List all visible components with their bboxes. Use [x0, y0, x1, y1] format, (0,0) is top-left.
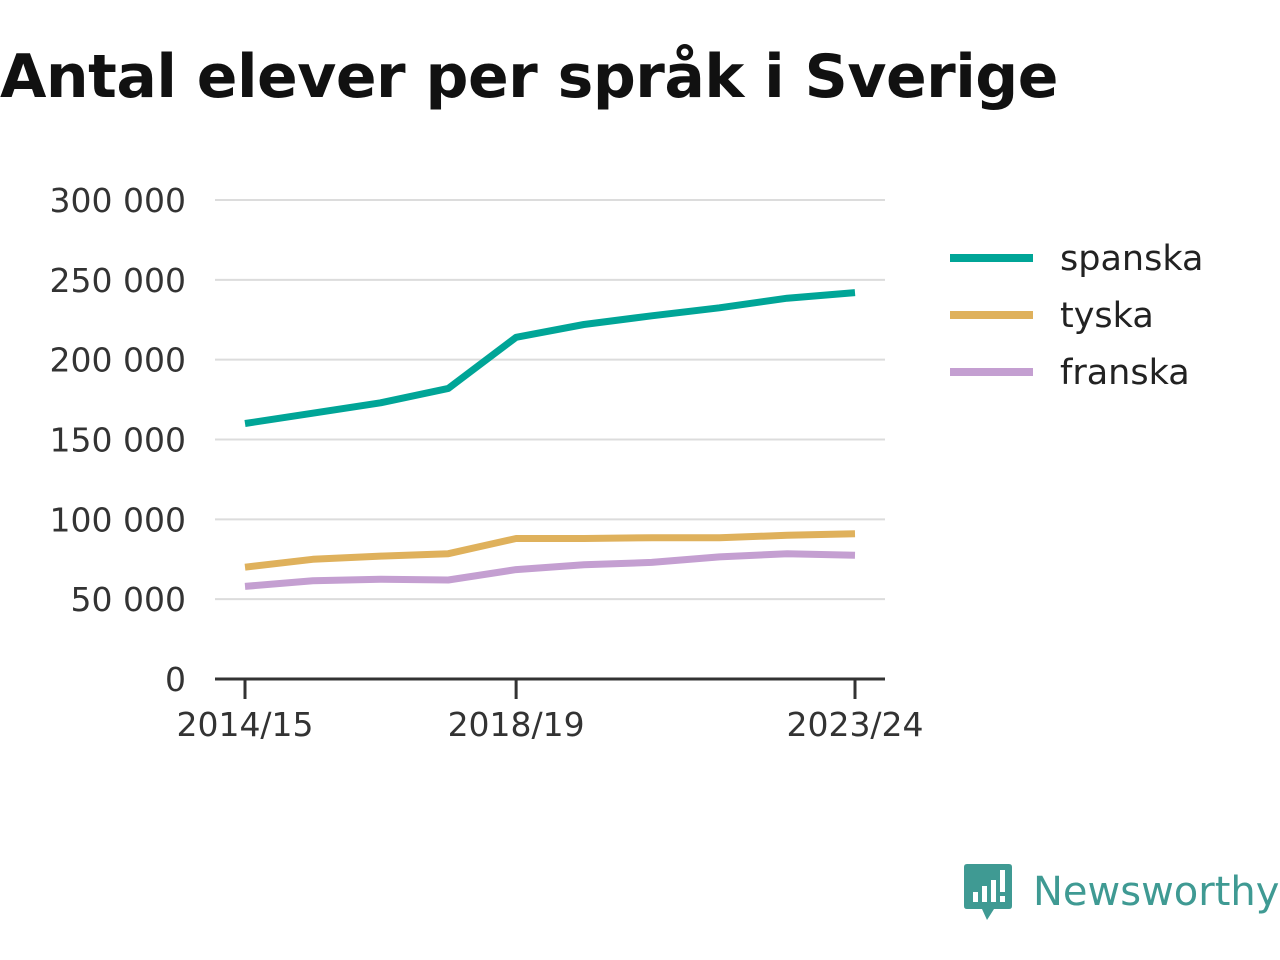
newsworthy-logo: Newsworthy — [963, 862, 1279, 922]
legend: spanska tyska franska — [950, 239, 1203, 393]
y-tick-label: 0 — [165, 660, 186, 699]
y-tick-label: 300 000 — [50, 181, 186, 220]
legend-label-tyska: tyska — [1060, 296, 1154, 336]
y-tick-label: 100 000 — [50, 500, 186, 539]
y-tick-label: 50 000 — [71, 580, 186, 619]
y-axis-tick-labels: 0 50 000 100 000 150 000 200 000 250 000 300 0… — [50, 181, 186, 699]
series-line-franska — [244, 550, 856, 590]
chart-title: Antal elever per språk i Sverige — [0, 42, 1058, 112]
series-lines — [244, 289, 856, 590]
series-line-spanska — [244, 289, 856, 427]
x-tick-label: 2018/19 — [448, 705, 585, 744]
x-tick-label: 2023/24 — [786, 705, 923, 744]
y-tick-label: 150 000 — [50, 421, 186, 460]
y-tick-label: 200 000 — [50, 341, 186, 380]
y-tick-label: 250 000 — [50, 261, 186, 300]
legend-label-spanska: spanska — [1060, 239, 1203, 279]
x-tick-label: 2014/15 — [176, 705, 313, 744]
series-line-tyska — [244, 530, 856, 571]
x-axis: 2014/15 2018/19 2023/24 — [176, 677, 924, 744]
gridlines — [215, 199, 885, 601]
legend-label-franska: franska — [1060, 353, 1190, 393]
brand-name: Newsworthy — [1033, 869, 1280, 915]
newsworthy-logo-icon — [964, 864, 1012, 920]
